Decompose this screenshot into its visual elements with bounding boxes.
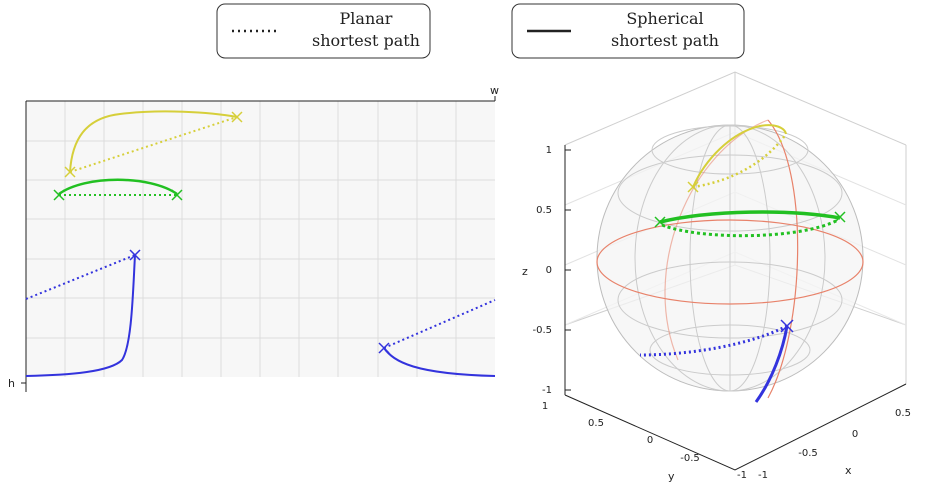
y-tick-neg1: -1 — [737, 470, 747, 481]
legend-spherical-line2: shortest path — [611, 31, 719, 50]
z-tick-neg1: -1 — [542, 385, 552, 396]
x-tick-neg1: -1 — [758, 470, 768, 481]
planar-green-spherical-route — [58, 178, 178, 196]
planar-green-path — [53, 178, 183, 201]
sphere-view: 1 0.5 0 -0.5 -1 z 1 0.5 0 -0.5 -1 y -1 -… — [522, 71, 911, 483]
planar-blue-path — [25, 249, 496, 377]
legend-spherical: Spherical shortest path — [511, 3, 745, 59]
planar-yellow-end-marker — [231, 111, 243, 123]
x-axis-label: x — [845, 464, 852, 477]
y-tick-0: 0 — [647, 435, 653, 446]
planar-yellow-spherical-route — [69, 110, 238, 173]
planar-blue-marker-right — [378, 342, 390, 354]
x-tick-neg0.5: -0.5 — [798, 448, 818, 459]
planar-green-end-marker — [171, 189, 183, 201]
sphere-yellow-planar-route — [692, 133, 788, 189]
planar-view: w h — [8, 84, 499, 392]
sphere-blue-planar-route — [639, 324, 788, 357]
y-axis-label: y — [668, 470, 675, 483]
planar-blue-marker-left — [129, 249, 141, 261]
sphere-yellow-marker — [687, 181, 699, 193]
sphere-z-ticks — [565, 149, 571, 391]
y-tick-neg0.5: -0.5 — [680, 453, 700, 464]
y-tick-0.5: 0.5 — [588, 418, 604, 429]
x-tick-0: 0 — [852, 429, 858, 440]
planar-yellow-planar-route — [69, 116, 238, 173]
sphere-yellow-path — [687, 124, 788, 193]
planar-corner-w: w — [490, 84, 499, 97]
planar-green-start-marker — [53, 189, 65, 201]
planar-corner-h: h — [8, 377, 15, 390]
planar-blue-spherical-route-left — [25, 254, 136, 377]
sphere-green-marker-left — [654, 216, 666, 228]
legend-planar-line1: Planar — [340, 9, 393, 28]
sphere-yellow-spherical-route — [692, 124, 787, 188]
x-tick-0.5: 0.5 — [895, 408, 911, 419]
z-axis-label: z — [522, 265, 528, 278]
sphere-blue-marker — [780, 319, 794, 333]
planar-blue-planar-route-right — [383, 299, 496, 349]
sphere-green-marker-right — [834, 211, 846, 223]
sphere-blue-path — [639, 319, 794, 403]
legend-planar-line2: shortest path — [312, 31, 420, 50]
planar-yellow-start-marker — [64, 166, 76, 178]
sphere-blue-spherical-route — [754, 325, 789, 403]
legend-spherical-line1: Spherical — [626, 9, 703, 28]
legend-planar: Planar shortest path — [216, 3, 431, 59]
y-tick-1: 1 — [542, 401, 548, 412]
sphere-meridian — [767, 119, 799, 399]
z-tick-neg0.5: -0.5 — [532, 325, 552, 336]
z-tick-0.5: 0.5 — [536, 205, 552, 216]
sphere-green-spherical-route — [659, 210, 841, 224]
sphere-green-path — [654, 210, 846, 238]
sphere-equator — [596, 219, 864, 305]
z-tick-1: 1 — [546, 145, 552, 156]
planar-yellow-path — [64, 110, 243, 178]
z-tick-0: 0 — [546, 265, 552, 276]
